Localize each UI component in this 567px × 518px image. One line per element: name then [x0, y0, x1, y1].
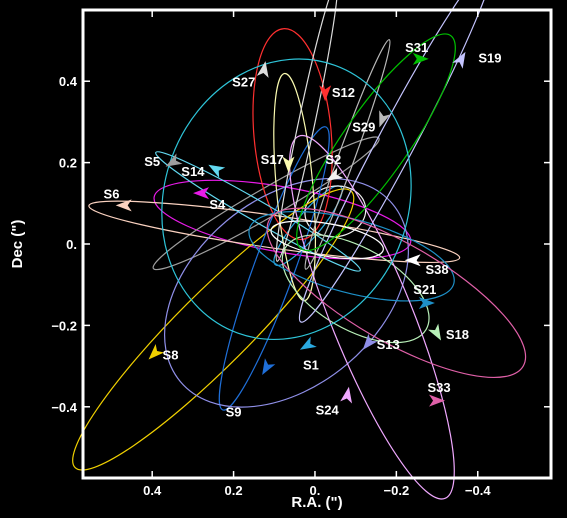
- orbit-path-s21: [248, 210, 455, 302]
- star-label-s5: S5: [144, 154, 160, 169]
- y-tick-label: 0.: [66, 237, 77, 252]
- orbit-s4: [153, 179, 412, 260]
- star-label-s38: S38: [425, 262, 448, 277]
- orbit-path-s24: [289, 134, 455, 500]
- star-label-s2: S2: [325, 152, 341, 167]
- orbit-path-s13: [163, 177, 409, 408]
- star-label-s6: S6: [104, 187, 120, 202]
- orbit-s38: [270, 220, 384, 260]
- orbit-path-s19: [298, 0, 494, 323]
- star-label-s12: S12: [332, 85, 355, 100]
- orbit-arrow-s38: [404, 254, 421, 267]
- orbit-arrow-s5: [165, 153, 183, 167]
- star-label-s17: S17: [261, 152, 284, 167]
- orbit-s14: [155, 151, 361, 272]
- orbit-path-s14: [155, 151, 361, 272]
- star-label-s29: S29: [352, 119, 375, 134]
- y-tick-label: −0.4: [51, 400, 77, 415]
- orbit-path-s38: [270, 220, 384, 260]
- orbit-path-s33: [266, 207, 527, 379]
- orbit-arrow-s13: [362, 333, 378, 350]
- orbit-arrow-s19: [452, 51, 466, 69]
- star-label-s1: S1: [303, 358, 319, 373]
- arrow-group: [115, 51, 466, 407]
- star-label-s21: S21: [413, 282, 436, 297]
- star-label-s13: S13: [377, 337, 400, 352]
- orbit-path-s29: [304, 39, 391, 270]
- y-tick-label: −0.2: [51, 318, 77, 333]
- orbit-path-s4: [153, 179, 412, 260]
- orbit-s31: [296, 33, 456, 252]
- star-label-s19: S19: [478, 50, 501, 65]
- tick-group: 0.4 0.2 0. −0.2 −0.4 0.4 0.2 0. −0.2 −0.4: [51, 10, 551, 498]
- orbit-arrow-s14: [208, 164, 226, 178]
- orbit-path-s6: [88, 200, 461, 264]
- star-label-s27: S27: [232, 75, 255, 90]
- orbit-arrow-s9: [262, 358, 276, 376]
- orbit-arrow-s29: [379, 110, 391, 128]
- x-tick-label: −0.2: [384, 483, 410, 498]
- orbit-s33: [266, 207, 527, 379]
- orbit-s21: [248, 210, 455, 302]
- star-label-s9: S9: [226, 404, 242, 419]
- star-label-s18: S18: [446, 327, 469, 342]
- orbit-s2: [304, 185, 367, 238]
- orbit-s24: [289, 134, 455, 500]
- orbit-s19: [298, 0, 494, 323]
- orbit-path-s8: [72, 188, 355, 471]
- orbit-path-s12: [252, 28, 333, 241]
- orbit-s6: [88, 200, 461, 264]
- x-axis-label: R.A. ("): [291, 494, 342, 511]
- y-axis-label: Dec ("): [9, 220, 26, 269]
- orbit-arrow-s33: [429, 394, 446, 407]
- orbit-path-s31: [296, 33, 456, 252]
- orbit-s8: [72, 188, 355, 471]
- orbit-path-s27: [275, 0, 339, 262]
- star-label-s14: S14: [181, 164, 205, 179]
- orbit-s29: [304, 39, 391, 270]
- star-label-s24: S24: [316, 402, 340, 417]
- orbit-arrow-s18: [427, 323, 442, 341]
- y-tick-label: 0.4: [59, 74, 78, 89]
- orbit-arrow-s21: [418, 297, 435, 310]
- star-label-s33: S33: [428, 380, 451, 395]
- orbit-arrow-s8: [148, 343, 165, 360]
- orbit-arrow-s27: [256, 61, 269, 78]
- x-tick-label: 0.4: [143, 483, 162, 498]
- star-label-s8: S8: [163, 347, 179, 362]
- orbit-s12: [252, 28, 333, 241]
- orbit-arrow-s1: [299, 336, 317, 350]
- star-label-s31: S31: [405, 40, 428, 55]
- orbit-path-unlabeled-20: [161, 58, 412, 341]
- star-label-s4: S4: [209, 197, 226, 212]
- orbit-arrow-s2: [326, 167, 344, 181]
- x-tick-label: 0.: [310, 483, 321, 498]
- orbit-arrow-s4: [193, 187, 210, 200]
- orbit-s18: [281, 234, 430, 344]
- star-label-group: S1 S2 S4 S5 S6 S8 S9 S12 S13 S14 S17 S18 S19 S21 S24 S2…: [104, 40, 502, 419]
- orbit-arrow-s12: [319, 85, 332, 102]
- orbit-s13: [163, 177, 409, 408]
- x-tick-label: 0.2: [225, 483, 243, 498]
- orbit-arrow-s6: [115, 199, 132, 212]
- orbit-s27: [275, 0, 339, 262]
- y-tick-label: 0.2: [59, 156, 77, 171]
- orbit-group: [72, 0, 527, 500]
- orbit-unlabeled-20: [161, 58, 412, 341]
- orbit-path-s2: [304, 185, 367, 238]
- orbit-arrow-s17: [282, 156, 295, 173]
- orbit-arrow-s31: [412, 52, 429, 65]
- orbit-path-s18: [281, 234, 430, 344]
- orbit-arrow-s24: [340, 386, 353, 404]
- x-tick-label: −0.4: [465, 483, 491, 498]
